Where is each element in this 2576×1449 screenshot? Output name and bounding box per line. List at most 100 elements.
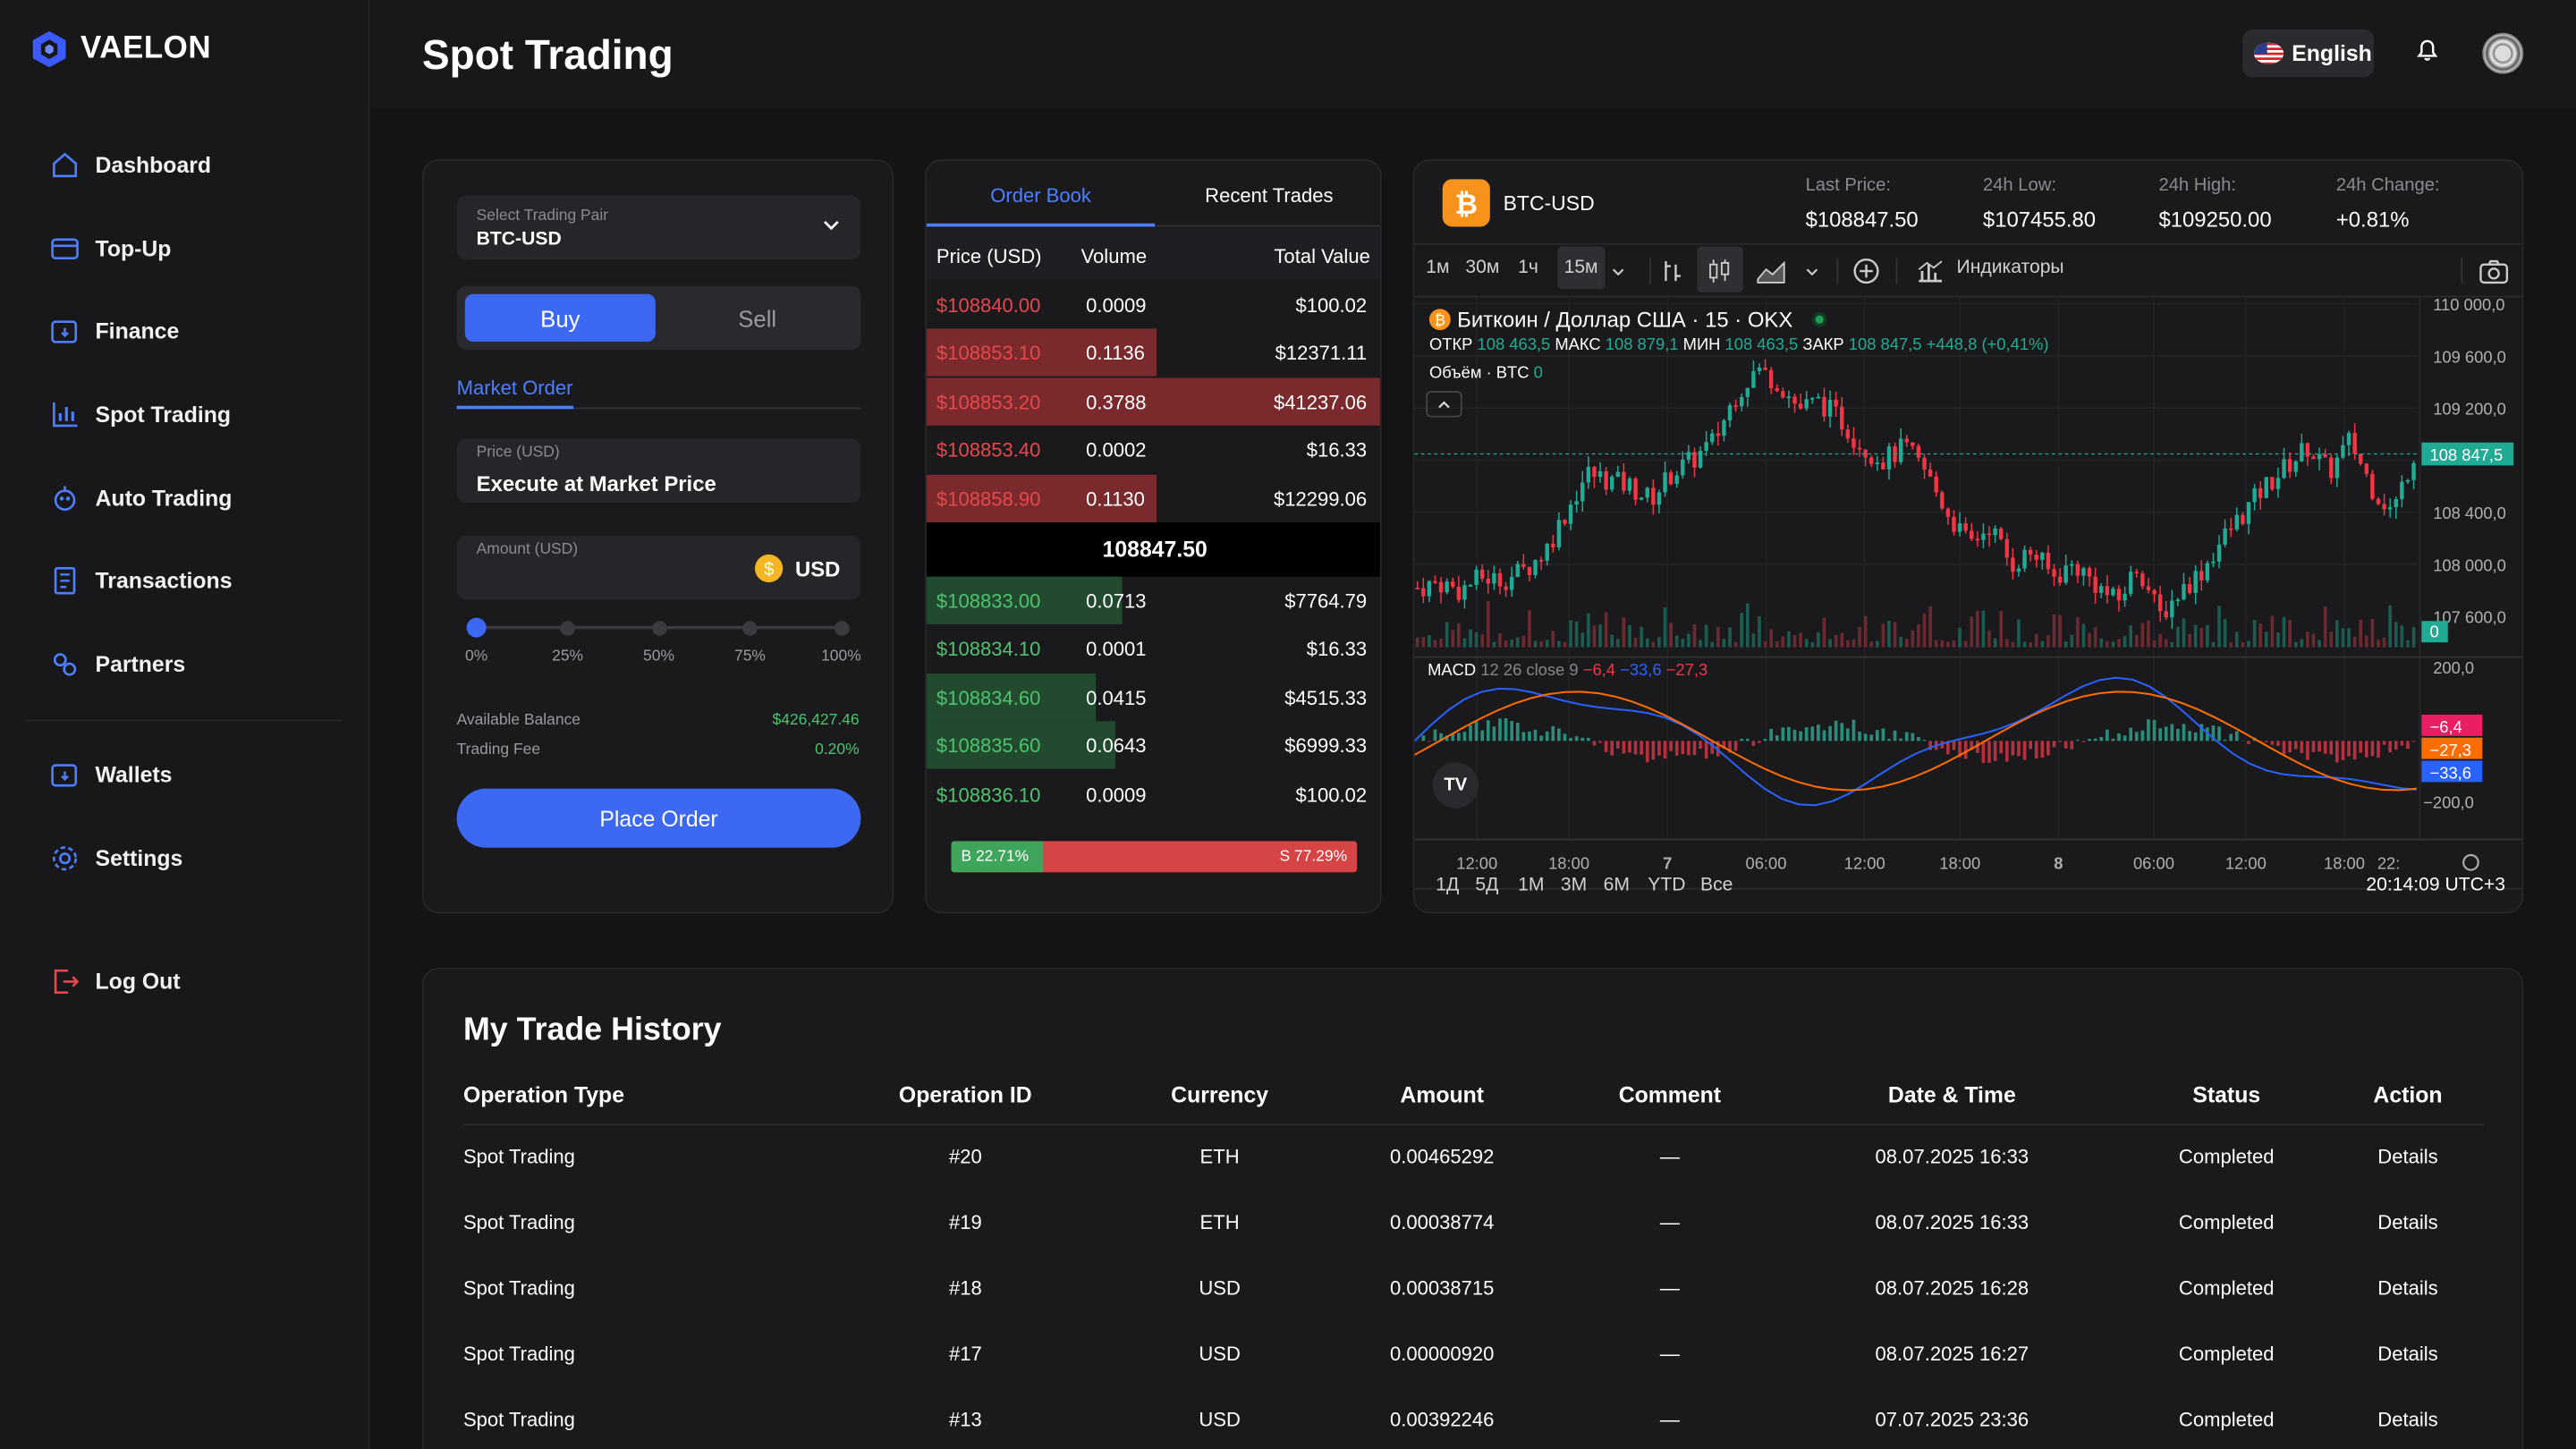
sidebar-item-settings[interactable]: Settings	[49, 843, 182, 874]
time-tick-label: 18:00	[1548, 854, 1589, 873]
trading-pair-select[interactable]: Select Trading Pair BTC-USD	[456, 195, 861, 260]
gear-icon[interactable]	[2462, 853, 2479, 871]
column-header[interactable]: Date & Time	[1887, 1081, 2016, 1107]
macd-histogram-bar	[1710, 741, 1715, 754]
tab-recent-trades[interactable]: Recent Trades	[1205, 183, 1334, 208]
slider-stop[interactable]	[742, 620, 758, 635]
slider-stop[interactable]	[466, 617, 487, 638]
candle-body	[2341, 445, 2345, 458]
ask-row[interactable]: $108840.00 0.0009 $100.02	[927, 281, 1380, 328]
range-button[interactable]: YTD	[1648, 875, 1686, 896]
cell-action[interactable]: Details	[2377, 1408, 2438, 1431]
interval-button[interactable]: 1м	[1426, 258, 1450, 278]
volume-bar	[2311, 633, 2316, 648]
avatar[interactable]	[2482, 32, 2524, 74]
candlestick-chart[interactable]: 110 000,0 109 600,0 109 200,0 108 400,0 108 …	[1414, 297, 2523, 913]
column-header[interactable]: Amount	[1400, 1081, 1485, 1107]
column-header[interactable]: Status	[2192, 1081, 2261, 1107]
range-button[interactable]: 1М	[1518, 875, 1545, 896]
table-row: Spot Trading #17 USD 0.00000920 — 08.07.2025 …	[463, 1321, 2484, 1386]
col-price: Price (USD)	[936, 244, 1042, 268]
volume-bar	[1633, 637, 1638, 648]
sidebar-item-top-up[interactable]: Top-Up	[49, 233, 171, 265]
indicators-button[interactable]: Индикаторы	[1956, 258, 2064, 278]
amount-field[interactable]: Amount (USD) $ USD	[456, 535, 861, 600]
tradingview-logo-icon[interactable]: TV	[1432, 762, 1479, 809]
candle-body	[1970, 530, 1974, 539]
sidebar-item-wallets[interactable]: Wallets	[49, 759, 172, 791]
bid-row[interactable]: $108834.60 0.0415 $4515.33	[926, 673, 1380, 721]
collapse-legend-button[interactable]	[1426, 391, 1462, 418]
ask-row[interactable]: $108858.90 0.1130 $12299.06	[926, 474, 1380, 522]
candle-body	[2164, 611, 2168, 618]
candles-icon[interactable]	[1707, 258, 1732, 284]
candle-body	[1610, 476, 1614, 490]
candle-body	[1781, 391, 1785, 398]
chevron-down-icon[interactable]	[1612, 267, 1625, 275]
tab-order-book[interactable]: Order Book	[990, 183, 1091, 208]
interval-button[interactable]: 1ч	[1518, 258, 1538, 278]
area-chart-icon[interactable]	[1756, 258, 1785, 284]
camera-icon[interactable]	[2479, 258, 2509, 284]
volume-bar	[1692, 624, 1697, 648]
range-button[interactable]: 3М	[1560, 875, 1588, 896]
bid-row[interactable]: $108833.00 0.0713 $7764.79	[926, 576, 1380, 624]
tab-market-order[interactable]: Market Order	[456, 376, 573, 400]
macd-histogram-bar	[1822, 730, 1826, 741]
plus-circle-icon[interactable]	[1853, 258, 1879, 284]
range-button[interactable]: 6М	[1603, 875, 1631, 896]
candle-body	[1568, 504, 1573, 524]
candle-body	[2105, 586, 2110, 596]
ask-row[interactable]: $108853.40 0.0002 $16.33	[927, 426, 1380, 473]
indicators-icon[interactable]	[1917, 258, 1943, 284]
bar-chart-type-icon[interactable]	[1661, 258, 1686, 284]
macd-histogram-bar	[1480, 730, 1485, 741]
sidebar-item-auto-trading[interactable]: Auto Trading	[49, 483, 232, 514]
brand-logo[interactable]: VAELON	[30, 30, 211, 69]
buy-ratio-fill	[951, 841, 1044, 873]
range-button[interactable]: 1Д	[1436, 875, 1460, 896]
sidebar-item-dashboard[interactable]: Dashboard	[49, 149, 211, 181]
sell-button[interactable]: Sell	[738, 304, 777, 332]
cell-action[interactable]: Details	[2377, 1210, 2438, 1234]
place-order-button[interactable]: Place Order	[456, 788, 861, 848]
cell-action[interactable]: Details	[2377, 1342, 2438, 1366]
buy-button[interactable]: Buy	[464, 293, 656, 343]
order-form-card: Select Trading Pair BTC-USD Buy Sell Mar…	[422, 159, 894, 914]
chevron-down-icon[interactable]	[1806, 267, 1819, 275]
bid-row[interactable]: $108836.10 0.0009 $100.02	[927, 770, 1380, 818]
range-button[interactable]: Все	[1700, 875, 1733, 896]
range-button[interactable]: 5Д	[1475, 875, 1499, 896]
bid-row[interactable]: $108834.10 0.0001 $16.33	[927, 625, 1380, 673]
interval-button[interactable]: 30м	[1465, 258, 1500, 278]
slider-stop[interactable]	[560, 620, 575, 635]
column-header[interactable]: Action	[2373, 1081, 2443, 1107]
bell-icon[interactable]	[2417, 39, 2438, 63]
bid-row[interactable]: $108835.60 0.0643 $6999.33	[926, 721, 1380, 769]
column-header[interactable]: Operation ID	[898, 1081, 1032, 1107]
cell-action[interactable]: Details	[2377, 1276, 2438, 1300]
language-selector[interactable]: English	[2242, 30, 2375, 78]
interval-button[interactable]: 15м	[1557, 246, 1605, 290]
column-header[interactable]: Currency	[1171, 1081, 1269, 1107]
macd-histogram-bar	[1799, 731, 1802, 741]
column-header[interactable]: Comment	[1618, 1081, 1722, 1107]
sidebar-item-log-out[interactable]: Log Out	[49, 966, 181, 997]
sidebar-item-partners[interactable]: Partners	[49, 649, 185, 681]
cell-action[interactable]: Details	[2377, 1145, 2438, 1168]
macd-histogram-bar	[1722, 741, 1726, 749]
chart-clock: 20:14:09 UTC+3	[2366, 875, 2506, 896]
sidebar-item-spot-trading[interactable]: Spot Trading	[49, 399, 231, 430]
slider-stop[interactable]	[834, 620, 849, 635]
ask-row[interactable]: $108853.10 0.1136 $12371.11	[926, 329, 1380, 377]
sidebar-item-transactions[interactable]: Transactions	[49, 565, 232, 597]
candle-body	[2270, 477, 2275, 489]
candle-body	[1881, 462, 1885, 470]
volume-bar	[2134, 634, 2139, 648]
sidebar-item-finance[interactable]: Finance	[49, 316, 179, 347]
ask-row[interactable]: $108853.20 0.3788 $41237.06	[926, 377, 1380, 426]
macd-histogram-bar	[2223, 739, 2227, 741]
slider-stop[interactable]	[651, 620, 666, 635]
volume-bar	[1699, 640, 1702, 648]
column-header[interactable]: Operation Type	[462, 1081, 624, 1107]
